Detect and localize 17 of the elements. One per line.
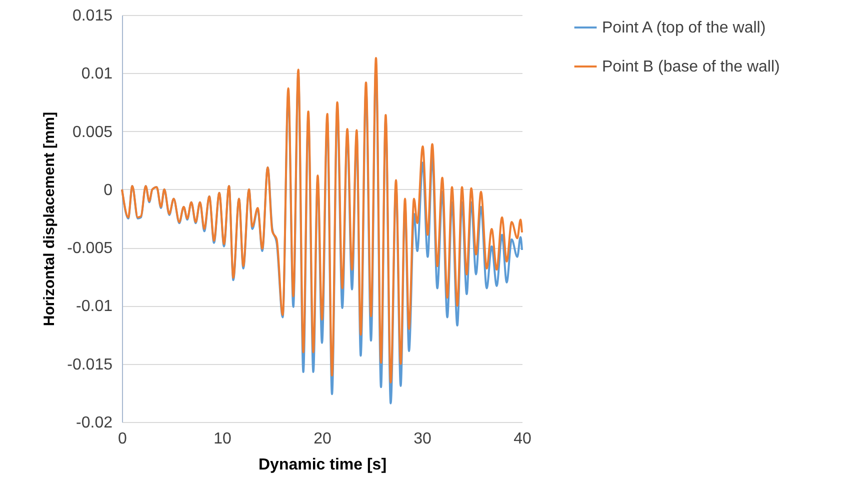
y-tick-label: -0.02 — [76, 414, 113, 432]
legend-label: Point B (base of the wall) — [602, 58, 780, 76]
x-tick-label: 40 — [514, 430, 532, 448]
x-axis-title: Dynamic time [s] — [258, 456, 387, 474]
y-axis-title: Horizontal displacement [mm] — [41, 112, 58, 326]
y-tick-label: -0.005 — [67, 240, 113, 258]
y-tick-label: 0.005 — [72, 124, 113, 141]
x-tick-label: 0 — [118, 430, 128, 448]
legend-label: Point A (top of the wall) — [602, 20, 766, 36]
x-tick-label: 10 — [214, 430, 232, 448]
y-tick-label: -0.015 — [67, 356, 113, 374]
y-tick-label: 0.01 — [81, 66, 113, 83]
x-tick-label: 20 — [314, 430, 332, 448]
x-tick-label: 30 — [414, 430, 432, 448]
y-tick-label: -0.01 — [76, 298, 113, 316]
y-tick-label: 0 — [104, 182, 113, 199]
y-tick-label: 0.015 — [72, 8, 113, 24]
